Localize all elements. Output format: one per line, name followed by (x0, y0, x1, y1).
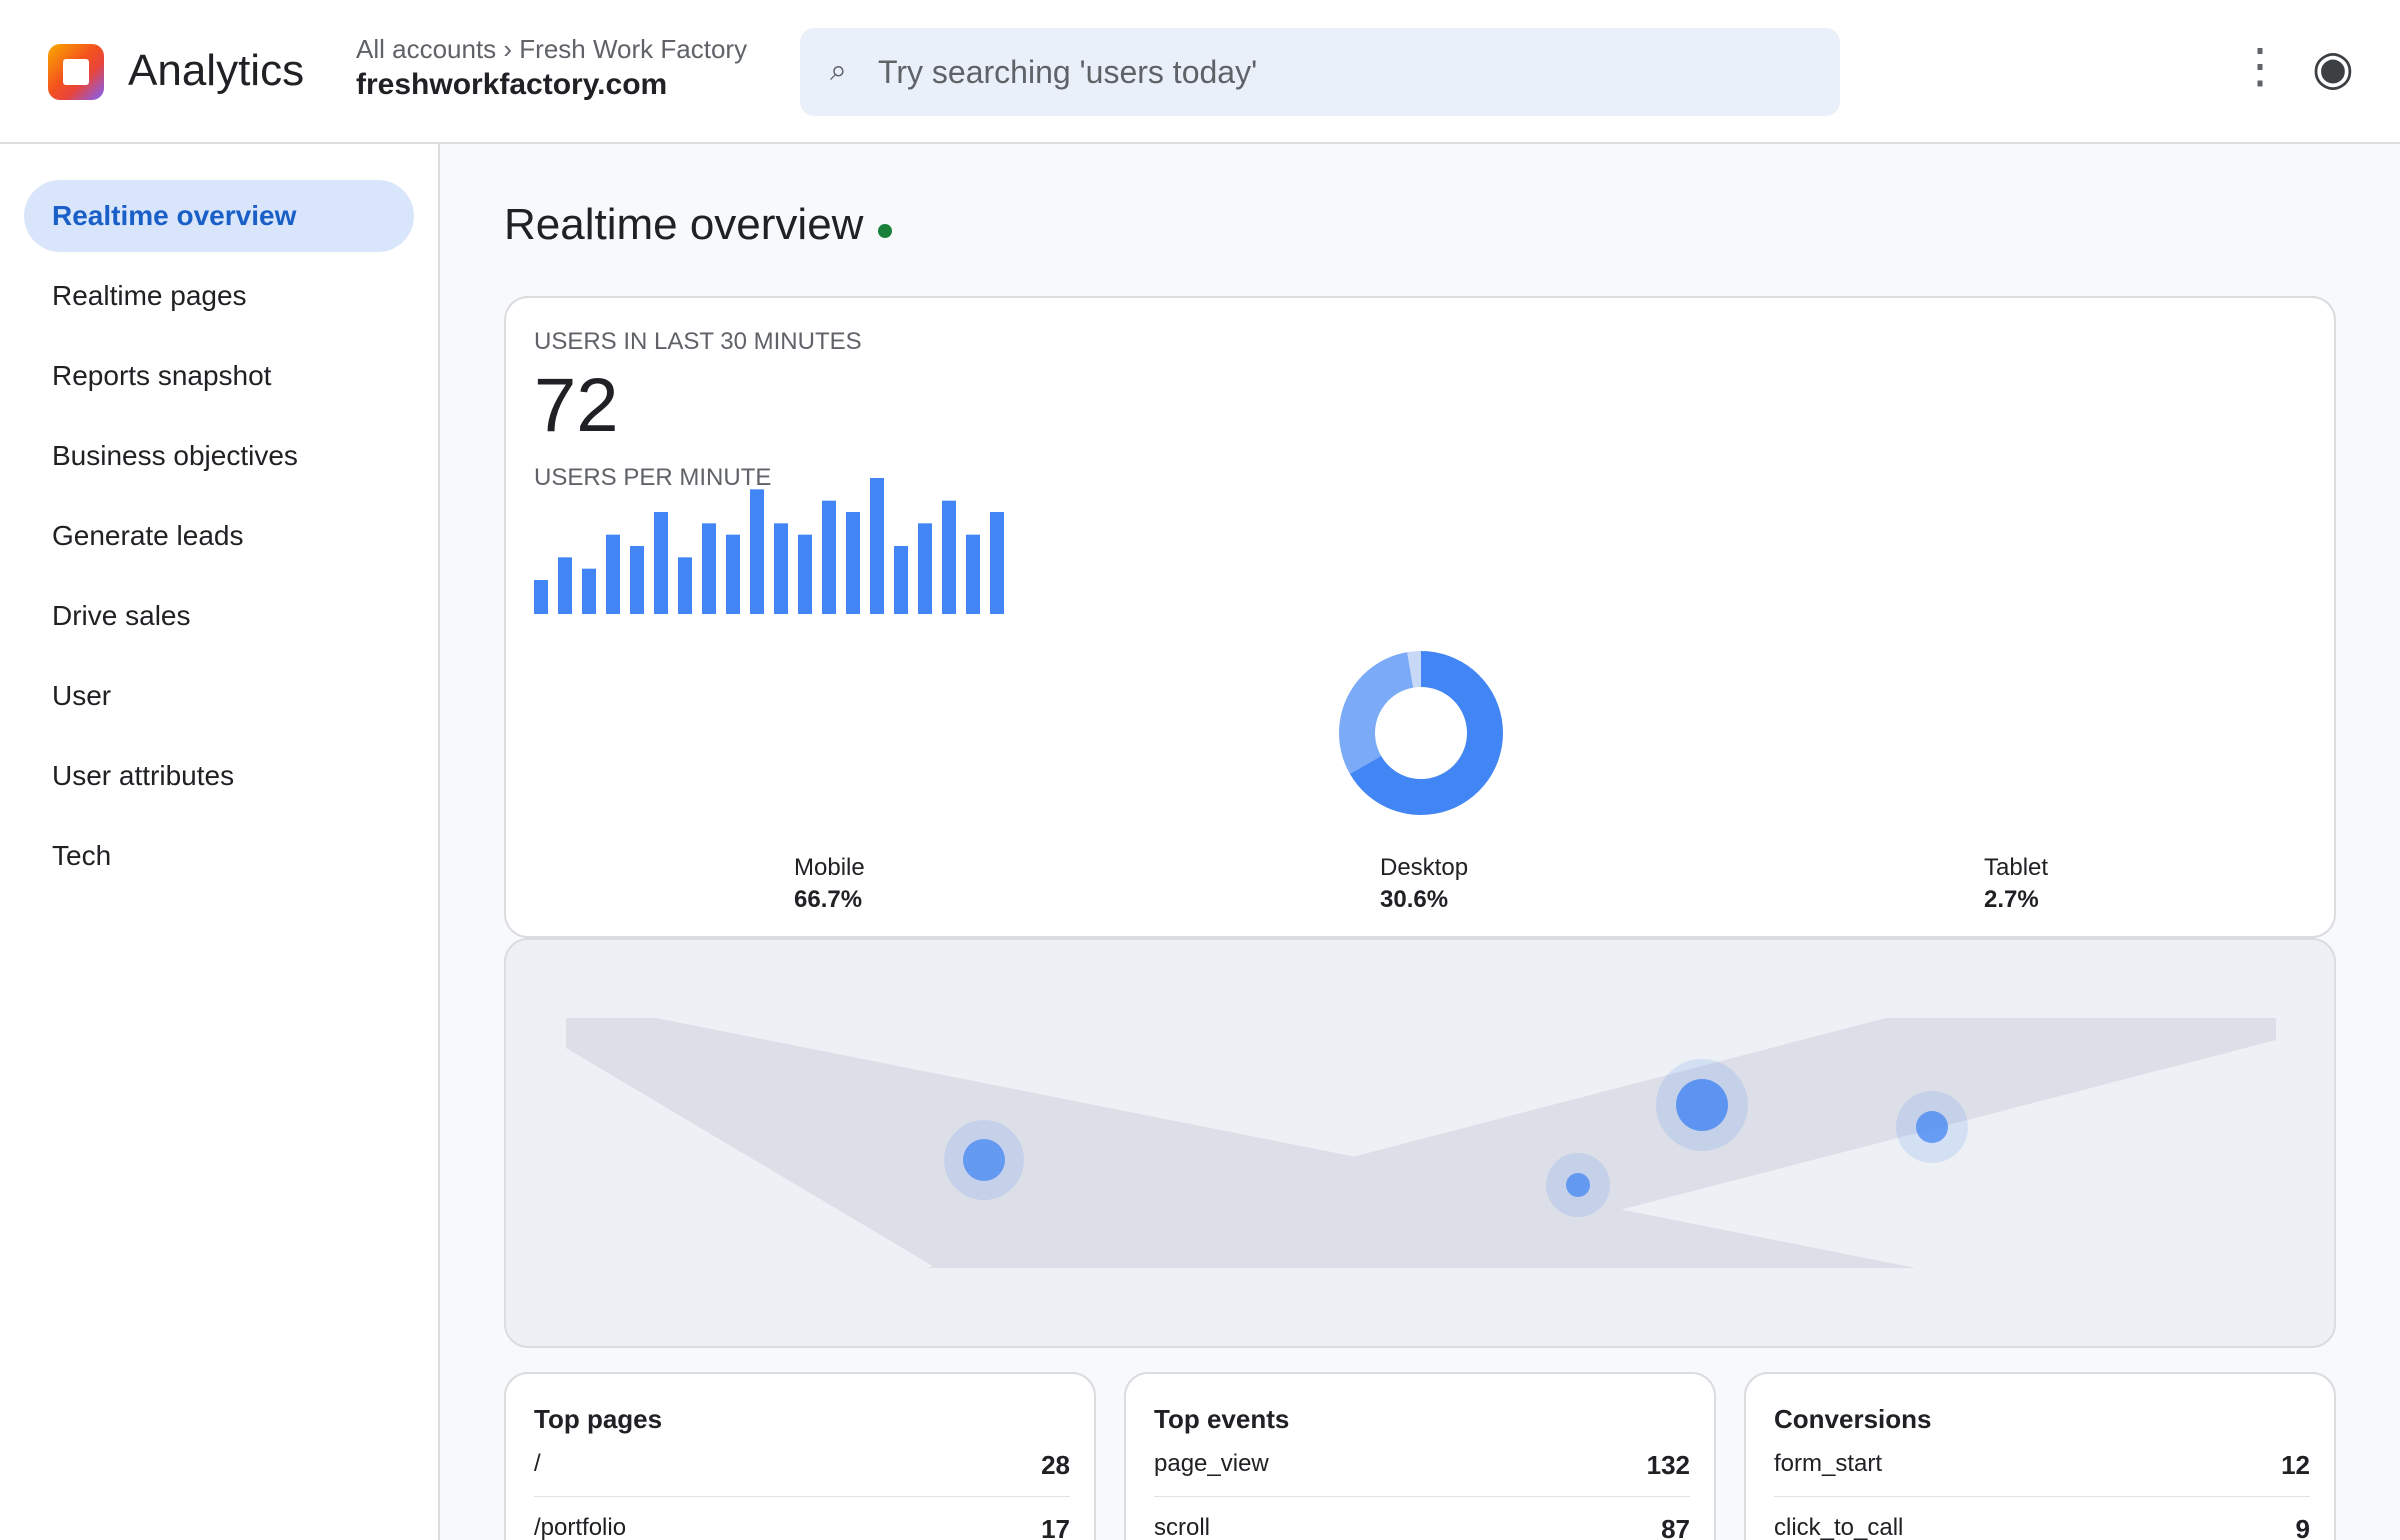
users-per-minute-bar[interactable] (966, 534, 980, 614)
sidebar-item-realtime-overview[interactable]: Realtime overview (24, 180, 414, 252)
legend-mobile: Mobile 66.7% (794, 854, 865, 914)
top-pages-card: Top pages / 28 /portfolio 17 (504, 1372, 1096, 1540)
live-status-dot (878, 224, 892, 238)
top-events-card: Top events page_view 132 scroll 87 (1124, 1372, 1716, 1540)
more-vert-icon[interactable]: ⋮ (2236, 40, 2284, 93)
conversions-card: Conversions form_start 12 click_to_call … (1744, 1372, 2336, 1540)
sidebar: Realtime overview Realtime pages Reports… (0, 144, 440, 1540)
sidebar-item-realtime-pages[interactable]: Realtime pages (52, 280, 247, 311)
row-divider (1774, 1496, 2310, 1497)
page-path: /portfolio (534, 1514, 627, 1540)
row-divider (534, 1496, 1070, 1497)
table-row[interactable]: click_to_call 9 (1774, 1514, 2310, 1540)
donut-slice-tablet[interactable] (1407, 651, 1421, 688)
sidebar-item-user[interactable]: User (52, 680, 112, 711)
map-marker[interactable] (1566, 1173, 1590, 1197)
users-per-minute-bar[interactable] (990, 512, 1004, 614)
event-count: 87 (1661, 1514, 1690, 1540)
users-per-minute-bar[interactable] (654, 512, 668, 614)
users-per-minute-bar[interactable] (750, 489, 764, 614)
users-per-minute-bar[interactable] (870, 478, 884, 614)
users-per-minute-bar[interactable] (582, 568, 596, 614)
map-marker[interactable] (963, 1139, 1005, 1181)
event-name: scroll (1154, 1514, 1211, 1540)
page-title: Realtime overview (504, 200, 864, 249)
users-per-minute-bar[interactable] (846, 512, 860, 614)
users-per-minute-label: USERS PER MINUTE (534, 464, 772, 491)
table-row[interactable]: form_start 12 (1774, 1450, 2310, 1512)
event-name: page_view (1154, 1450, 1269, 1477)
users-per-minute-bar[interactable] (678, 557, 692, 614)
map-landmass (566, 1018, 2276, 1268)
users-30min-value: 72 (534, 363, 619, 448)
row-divider (1154, 1496, 1690, 1497)
sidebar-item-user-attributes[interactable]: User attributes (52, 760, 235, 791)
users-per-minute-bar[interactable] (630, 546, 644, 614)
event-count: 132 (1646, 1450, 1690, 1480)
users-30min-label: USERS IN LAST 30 MINUTES (534, 328, 862, 355)
sidebar-item-reports-snapshot[interactable]: Reports snapshot (52, 360, 272, 391)
users-per-minute-bar[interactable] (726, 534, 740, 614)
conversions-title: Conversions (1774, 1404, 1932, 1434)
page-views: 17 (1041, 1514, 1070, 1540)
users-per-minute-bar[interactable] (558, 557, 572, 614)
search-box[interactable]: ⌕ (800, 28, 1840, 116)
top-bar: Analytics All accounts › Fresh Work Fact… (0, 0, 2400, 144)
legend-tablet: Tablet 2.7% (1984, 854, 2048, 914)
search-icon: ⌕ (830, 54, 847, 87)
analytics-logo-icon[interactable] (48, 44, 104, 100)
donut-slice-desktop[interactable] (1339, 652, 1414, 774)
donut-slice-mobile[interactable] (1349, 651, 1503, 815)
world-map (566, 1018, 2276, 1268)
sidebar-item-drive-sales[interactable]: Drive sales (52, 600, 191, 631)
users-per-minute-bar[interactable] (822, 500, 836, 614)
legend-desktop-label: Desktop (1380, 854, 1469, 881)
users-per-minute-chart (534, 478, 1004, 614)
conversion-name: click_to_call (1774, 1514, 1904, 1540)
legend-mobile-label: Mobile (794, 854, 865, 881)
users-per-minute-bar[interactable] (798, 534, 812, 614)
device-donut-chart (1339, 651, 1503, 815)
users-per-minute-bar[interactable] (774, 523, 788, 614)
legend-tablet-label: Tablet (1984, 854, 2049, 881)
top-pages-title: Top pages (534, 1404, 663, 1434)
table-row[interactable]: / 28 (534, 1450, 1070, 1512)
table-row[interactable]: /portfolio 17 (534, 1514, 1070, 1540)
legend-tablet-value: 2.7% (1984, 886, 2039, 913)
page-views: 28 (1041, 1450, 1070, 1480)
page-path: / (534, 1450, 541, 1477)
conversion-count: 9 (2295, 1514, 2310, 1540)
legend-desktop-value: 30.6% (1380, 886, 1449, 913)
users-map[interactable] (504, 938, 2336, 1348)
search-input[interactable] (878, 42, 1818, 102)
table-row[interactable]: page_view 132 (1154, 1450, 1690, 1512)
property-selector[interactable]: freshworkfactory.com (356, 68, 668, 101)
users-per-minute-bar[interactable] (894, 546, 908, 614)
conversion-count: 12 (2281, 1450, 2310, 1480)
legend-desktop: Desktop 30.6% (1380, 854, 1468, 914)
map-marker[interactable] (1676, 1079, 1728, 1131)
top-events-title: Top events (1154, 1404, 1290, 1434)
sidebar-item-tech[interactable]: Tech (52, 840, 112, 871)
sidebar-item-generate-leads[interactable]: Generate leads (52, 520, 244, 551)
users-card: USERS IN LAST 30 MINUTES 72 USERS PER MI… (504, 296, 2336, 938)
users-per-minute-bar[interactable] (918, 523, 932, 614)
users-per-minute-bar[interactable] (534, 580, 548, 614)
account-icon[interactable]: ◉ (2312, 42, 2354, 95)
users-per-minute-bar[interactable] (942, 500, 956, 614)
map-marker[interactable] (1916, 1111, 1948, 1143)
map-user-markers (944, 1059, 1968, 1217)
sidebar-item-business-objectives[interactable]: Business objectives (52, 440, 298, 471)
table-row[interactable]: scroll 87 (1154, 1514, 1690, 1540)
users-per-minute-bar[interactable] (606, 534, 620, 614)
app-title[interactable]: Analytics (128, 46, 305, 95)
conversion-name: form_start (1774, 1450, 1883, 1477)
breadcrumb[interactable]: All accounts › Fresh Work Factory (356, 34, 748, 64)
legend-mobile-value: 66.7% (794, 886, 863, 913)
users-per-minute-bar[interactable] (702, 523, 716, 614)
